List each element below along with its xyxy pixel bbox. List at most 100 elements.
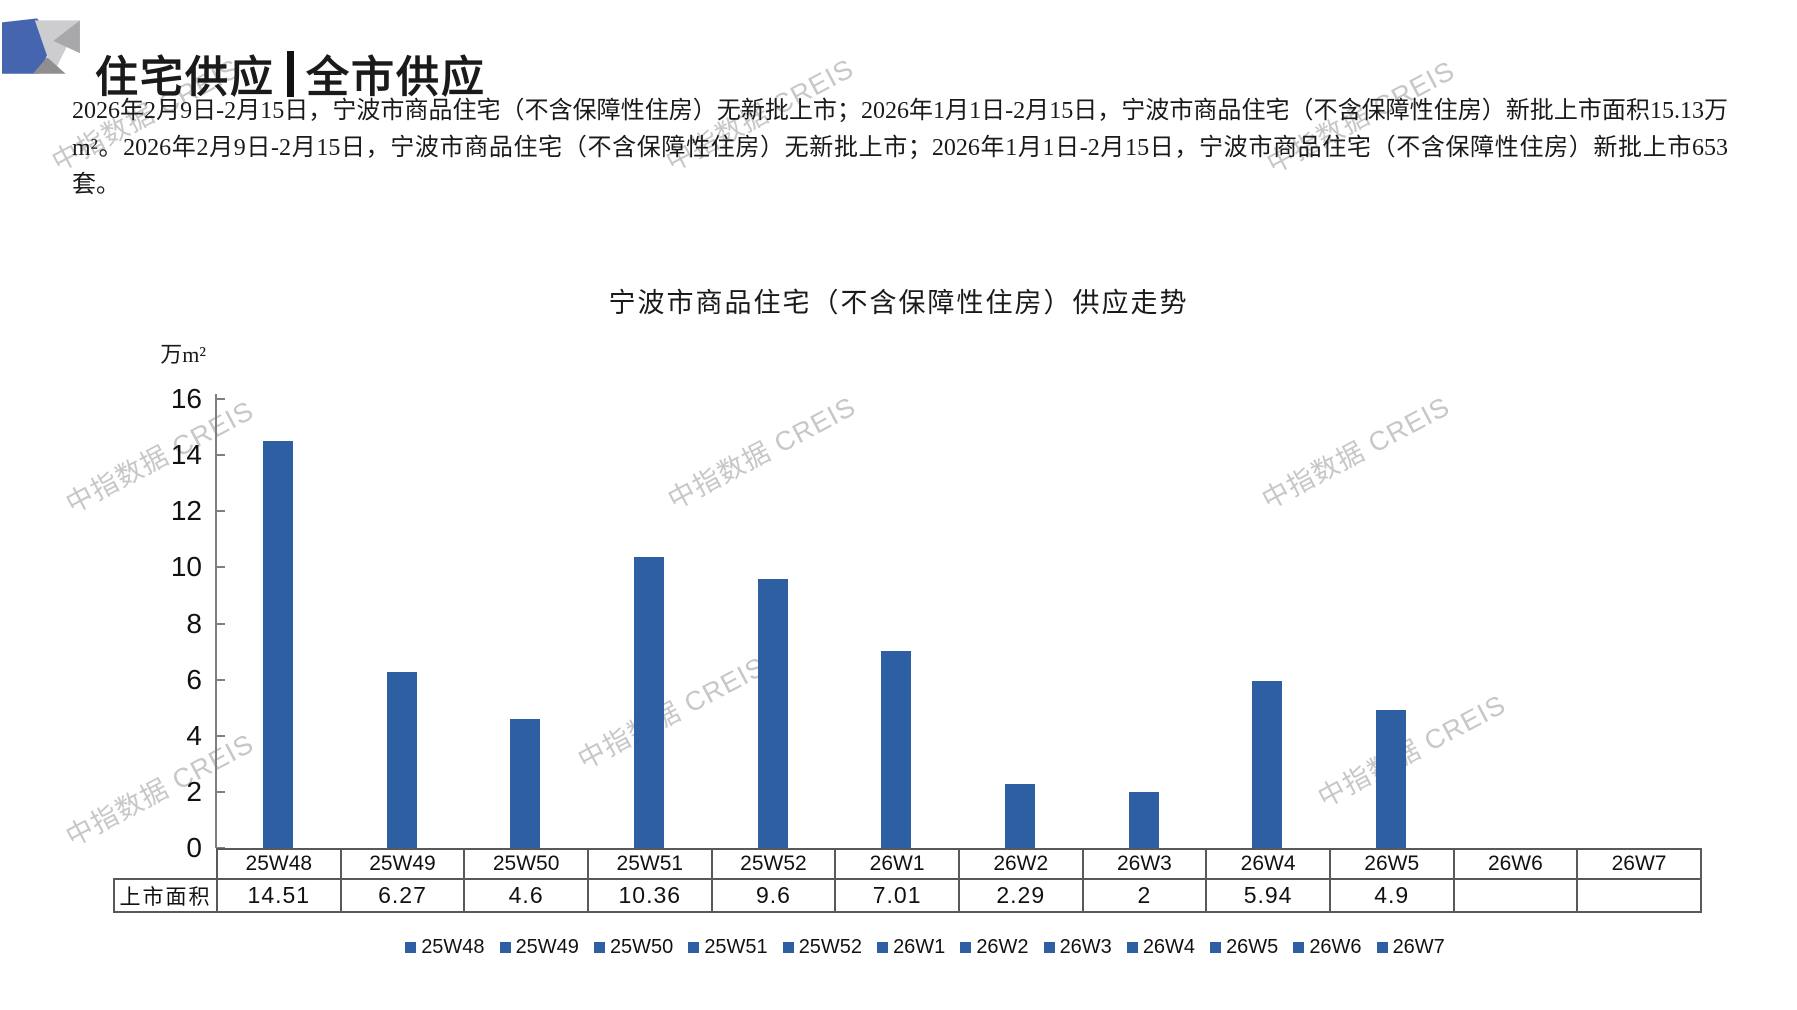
watermark: 中指数据 CREIS (1312, 689, 1511, 814)
value-cell-26W2: 2.29 (957, 878, 1084, 913)
legend-item-25W50: 25W50 (593, 936, 674, 959)
legend-label: 25W50 (609, 936, 674, 958)
legend-label: 26W4 (1142, 936, 1196, 958)
page-title-right: 全市供应 (306, 54, 486, 102)
y-tick-mark (216, 847, 225, 849)
legend-label: 25W52 (798, 936, 863, 958)
legend-item-26W1: 26W1 (877, 936, 945, 959)
value-cell-25W51: 10.36 (586, 878, 713, 913)
legend-item-26W5: 26W5 (1210, 936, 1278, 959)
series-name-cell: 上市面积 (113, 878, 218, 913)
y-axis-tick-label: 4 (186, 719, 202, 751)
bar-25W48 (262, 440, 293, 848)
legend-item-26W6: 26W6 (1293, 936, 1362, 959)
legend-item-26W2: 26W2 (960, 936, 1029, 959)
bar-25W51 (633, 557, 664, 848)
legend-item-25W49: 25W49 (499, 936, 579, 959)
value-cell-26W7 (1576, 878, 1702, 913)
legend-swatch-icon (499, 942, 511, 953)
category-label-25W48: 25W48 (216, 848, 342, 880)
legend-label: 25W49 (515, 936, 579, 958)
legend-swatch-icon (782, 942, 794, 953)
legend-item-25W52: 25W52 (782, 936, 863, 959)
legend-label: 26W2 (976, 936, 1029, 958)
category-label-25W50: 25W50 (463, 848, 589, 880)
bar-26W3 (1128, 791, 1159, 848)
chart-data-table: 25W48 25W49 25W50 25W51 25W52 26W1 26W2 26W3 26W… (113, 848, 1702, 913)
category-label-26W4: 26W4 (1205, 848, 1331, 880)
y-axis-tick-label: 10 (170, 551, 202, 583)
creis-logo-icon (2, 18, 80, 74)
legend-item-26W4: 26W4 (1126, 936, 1196, 959)
y-axis-tick-label: 16 (170, 383, 202, 414)
y-tick-mark (216, 790, 225, 793)
legend-swatch-icon (405, 942, 417, 953)
category-label-25W52: 25W52 (710, 848, 837, 880)
chart-legend: 25W48 25W49 25W50 25W51 25W52 26W1 26W2 26W3 26W… (165, 936, 1685, 959)
value-cell-25W48: 14.51 (216, 878, 342, 913)
y-tick-mark (216, 454, 225, 457)
y-tick-mark (216, 566, 225, 569)
page-title: 住宅供应 全市供应 (95, 43, 486, 105)
value-cell-26W4: 5.94 (1205, 878, 1331, 913)
page-title-left: 住宅供应 (95, 54, 275, 102)
y-axis-tick-label: 12 (170, 495, 202, 527)
legend-swatch-icon (688, 942, 700, 953)
value-cell-26W6 (1452, 878, 1579, 913)
legend-label: 26W6 (1309, 936, 1362, 958)
legend-label: 25W48 (421, 936, 485, 958)
legend-swatch-icon (960, 942, 972, 953)
legend-swatch-icon (1126, 942, 1138, 953)
y-tick-mark (216, 398, 225, 400)
summary-text: 2026年2月9日-2月15日，宁波市商品住宅（不含保障性住房）无新批上市；20… (72, 98, 1728, 198)
watermark: 中指数据 CREIS (662, 391, 861, 516)
legend-label: 25W51 (704, 936, 768, 958)
bar-26W2 (1004, 783, 1035, 848)
category-label-26W7: 26W7 (1576, 848, 1702, 880)
value-cell-25W50: 4.6 (463, 878, 589, 913)
bar-25W49 (386, 672, 417, 848)
category-label-26W3: 26W3 (1081, 848, 1208, 880)
legend-label: 26W1 (893, 936, 946, 958)
watermark: 中指数据 CREIS (1256, 391, 1455, 516)
chart-title: 宁波市商品住宅（不含保障性住房）供应走势 (608, 288, 1189, 318)
y-tick-mark (216, 622, 225, 625)
y-axis-tick-label: 8 (186, 607, 202, 639)
category-label-26W6: 26W6 (1452, 848, 1579, 880)
value-cell-26W3: 2 (1081, 878, 1208, 913)
bar-26W4 (1252, 681, 1283, 848)
legend-swatch-icon (593, 942, 605, 953)
legend-label: 26W5 (1226, 936, 1279, 958)
y-tick-mark (216, 678, 225, 681)
bar-26W5 (1375, 710, 1406, 848)
legend-swatch-icon (1376, 942, 1388, 953)
value-cell-26W1: 7.01 (834, 878, 960, 913)
y-tick-mark (216, 510, 225, 513)
legend-item-26W3: 26W3 (1043, 936, 1112, 959)
y-axis-tick-label: 6 (186, 663, 202, 695)
legend-swatch-icon (1293, 942, 1305, 953)
category-label-26W5: 26W5 (1328, 848, 1455, 880)
bar-26W1 (881, 651, 912, 848)
value-cell-26W5: 4.9 (1328, 878, 1455, 913)
category-label-25W49: 25W49 (339, 848, 466, 880)
legend-label: 26W3 (1059, 936, 1112, 958)
legend-item-26W7: 26W7 (1376, 936, 1445, 959)
watermark: 中指数据 CREIS (572, 651, 771, 776)
legend-swatch-icon (877, 942, 889, 953)
title-divider (287, 50, 294, 97)
legend-item-25W48: 25W48 (405, 936, 485, 959)
bar-25W52 (757, 578, 788, 848)
category-label-25W51: 25W51 (586, 848, 713, 880)
legend-item-25W51: 25W51 (688, 936, 768, 959)
y-axis-tick-label: 0 (186, 832, 202, 863)
table-corner-cell (114, 849, 217, 879)
value-cell-25W52: 9.6 (710, 878, 837, 913)
y-axis-line (215, 394, 217, 848)
legend-label: 26W7 (1392, 936, 1445, 958)
value-cell-25W49: 6.27 (339, 878, 466, 913)
y-axis-tick-label: 14 (170, 439, 202, 471)
y-axis-unit-label: 万m² (160, 342, 206, 367)
legend-swatch-icon (1043, 942, 1055, 953)
